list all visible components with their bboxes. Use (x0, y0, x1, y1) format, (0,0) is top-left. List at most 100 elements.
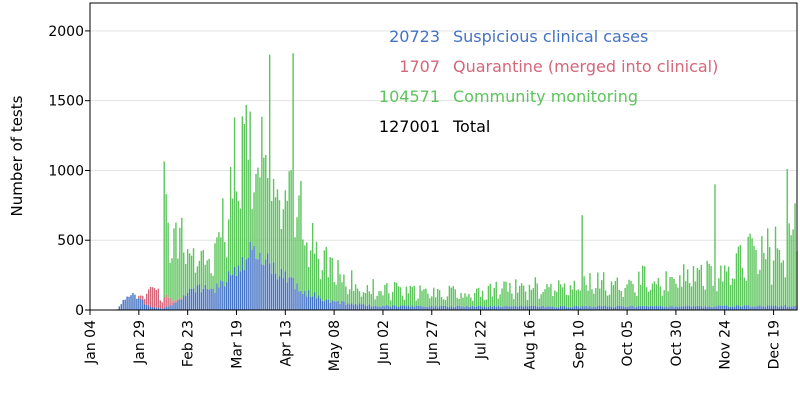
bar-0-188 (456, 306, 458, 310)
bar-2-180 (440, 297, 443, 306)
bar-0-236 (550, 306, 552, 310)
bar-2-326 (725, 271, 728, 306)
bar-1-25 (138, 295, 140, 299)
bar-2-173 (427, 293, 429, 308)
bar-2-159 (399, 287, 402, 306)
bar-2-251 (579, 290, 581, 308)
bar-2-336 (745, 280, 747, 306)
bar-2-190 (460, 293, 462, 307)
bar-0-291 (657, 306, 660, 310)
bar-2-315 (704, 289, 706, 307)
bar-0-42 (171, 305, 173, 310)
bar-2-186 (452, 286, 454, 308)
bar-0-271 (618, 305, 620, 310)
bar-0-85 (255, 258, 257, 310)
bar-0-278 (632, 305, 634, 310)
bar-2-93 (270, 200, 273, 275)
bar-2-132 (347, 294, 349, 304)
bar-0-311 (696, 305, 699, 310)
bar-0-242 (561, 306, 564, 310)
bar-0-214 (507, 306, 509, 310)
bar-0-168 (417, 305, 419, 310)
bar-0-272 (620, 305, 622, 310)
bar-1-37 (161, 302, 163, 309)
bar-0-147 (376, 306, 378, 310)
bar-2-189 (458, 298, 460, 306)
bar-0-18 (124, 299, 126, 310)
bar-2-244 (565, 295, 568, 308)
x-tick-label-3: Mar 19 (229, 320, 245, 369)
bar-1-29 (145, 293, 148, 305)
bar-2-85 (255, 173, 257, 259)
bar-0-237 (552, 306, 554, 310)
bar-2-162 (405, 286, 408, 307)
bar-0-263 (602, 305, 605, 310)
bar-0-212 (503, 306, 505, 310)
bar-2-318 (710, 266, 712, 307)
bar-0-266 (608, 306, 611, 310)
bar-2-128 (339, 274, 341, 304)
bar-0-23 (134, 294, 136, 310)
bar-0-358 (788, 306, 790, 310)
bar-0-154 (390, 306, 392, 310)
bar-2-226 (530, 289, 533, 306)
bar-0-47 (181, 299, 183, 310)
bar-2-332 (737, 246, 740, 306)
bar-0-69 (224, 286, 226, 310)
bar-0-285 (645, 305, 648, 310)
bar-2-281 (638, 271, 640, 307)
bar-0-178 (436, 307, 439, 310)
bar-0-323 (720, 305, 722, 310)
bar-2-161 (403, 299, 406, 306)
bar-0-221 (520, 306, 523, 310)
bar-0-93 (270, 274, 273, 310)
bar-0-190 (460, 306, 462, 310)
bar-0-159 (399, 305, 402, 310)
bar-0-109 (302, 293, 304, 310)
bar-0-195 (470, 306, 472, 310)
bar-2-194 (468, 293, 470, 307)
bar-0-22 (132, 293, 134, 310)
bar-0-286 (647, 306, 650, 310)
bar-2-151 (384, 284, 386, 307)
bar-2-230 (538, 298, 540, 307)
bar-2-175 (431, 296, 433, 306)
bar-2-250 (577, 289, 579, 307)
bar-0-125 (333, 301, 335, 310)
bar-2-115 (313, 253, 316, 293)
bar-2-136 (354, 284, 357, 304)
bar-2-144 (370, 294, 372, 307)
bar-2-313 (700, 264, 703, 306)
bar-0-86 (257, 259, 259, 310)
bar-2-143 (368, 291, 370, 305)
bar-0-156 (393, 305, 396, 310)
bar-0-218 (515, 305, 517, 310)
bar-2-153 (388, 293, 390, 306)
bar-2-272 (620, 291, 622, 306)
bar-0-331 (735, 305, 738, 310)
bar-2-357 (786, 169, 788, 307)
bar-0-232 (542, 305, 544, 310)
bar-2-98 (280, 228, 283, 270)
bar-0-118 (319, 298, 322, 310)
bar-2-121 (325, 246, 328, 300)
bar-2-122 (327, 277, 329, 300)
bar-2-345 (763, 253, 765, 307)
bar-0-310 (694, 306, 697, 310)
bar-0-315 (704, 306, 706, 310)
bar-2-113 (309, 250, 312, 297)
bar-2-282 (640, 284, 642, 307)
bar-0-67 (220, 280, 222, 310)
x-tick-label-10: Sep 10 (571, 320, 587, 369)
bar-0-76 (237, 265, 240, 310)
bar-2-168 (417, 298, 419, 306)
bar-0-314 (702, 307, 704, 310)
bar-0-89 (263, 265, 265, 310)
bar-2-317 (708, 263, 710, 307)
bar-2-352 (776, 248, 779, 307)
bar-0-355 (782, 306, 785, 310)
bar-2-268 (612, 285, 615, 308)
bar-0-227 (532, 305, 535, 310)
legend: 20723 Suspicious clinical cases 1707 Quaran… (379, 27, 718, 136)
bar-0-284 (643, 306, 646, 310)
